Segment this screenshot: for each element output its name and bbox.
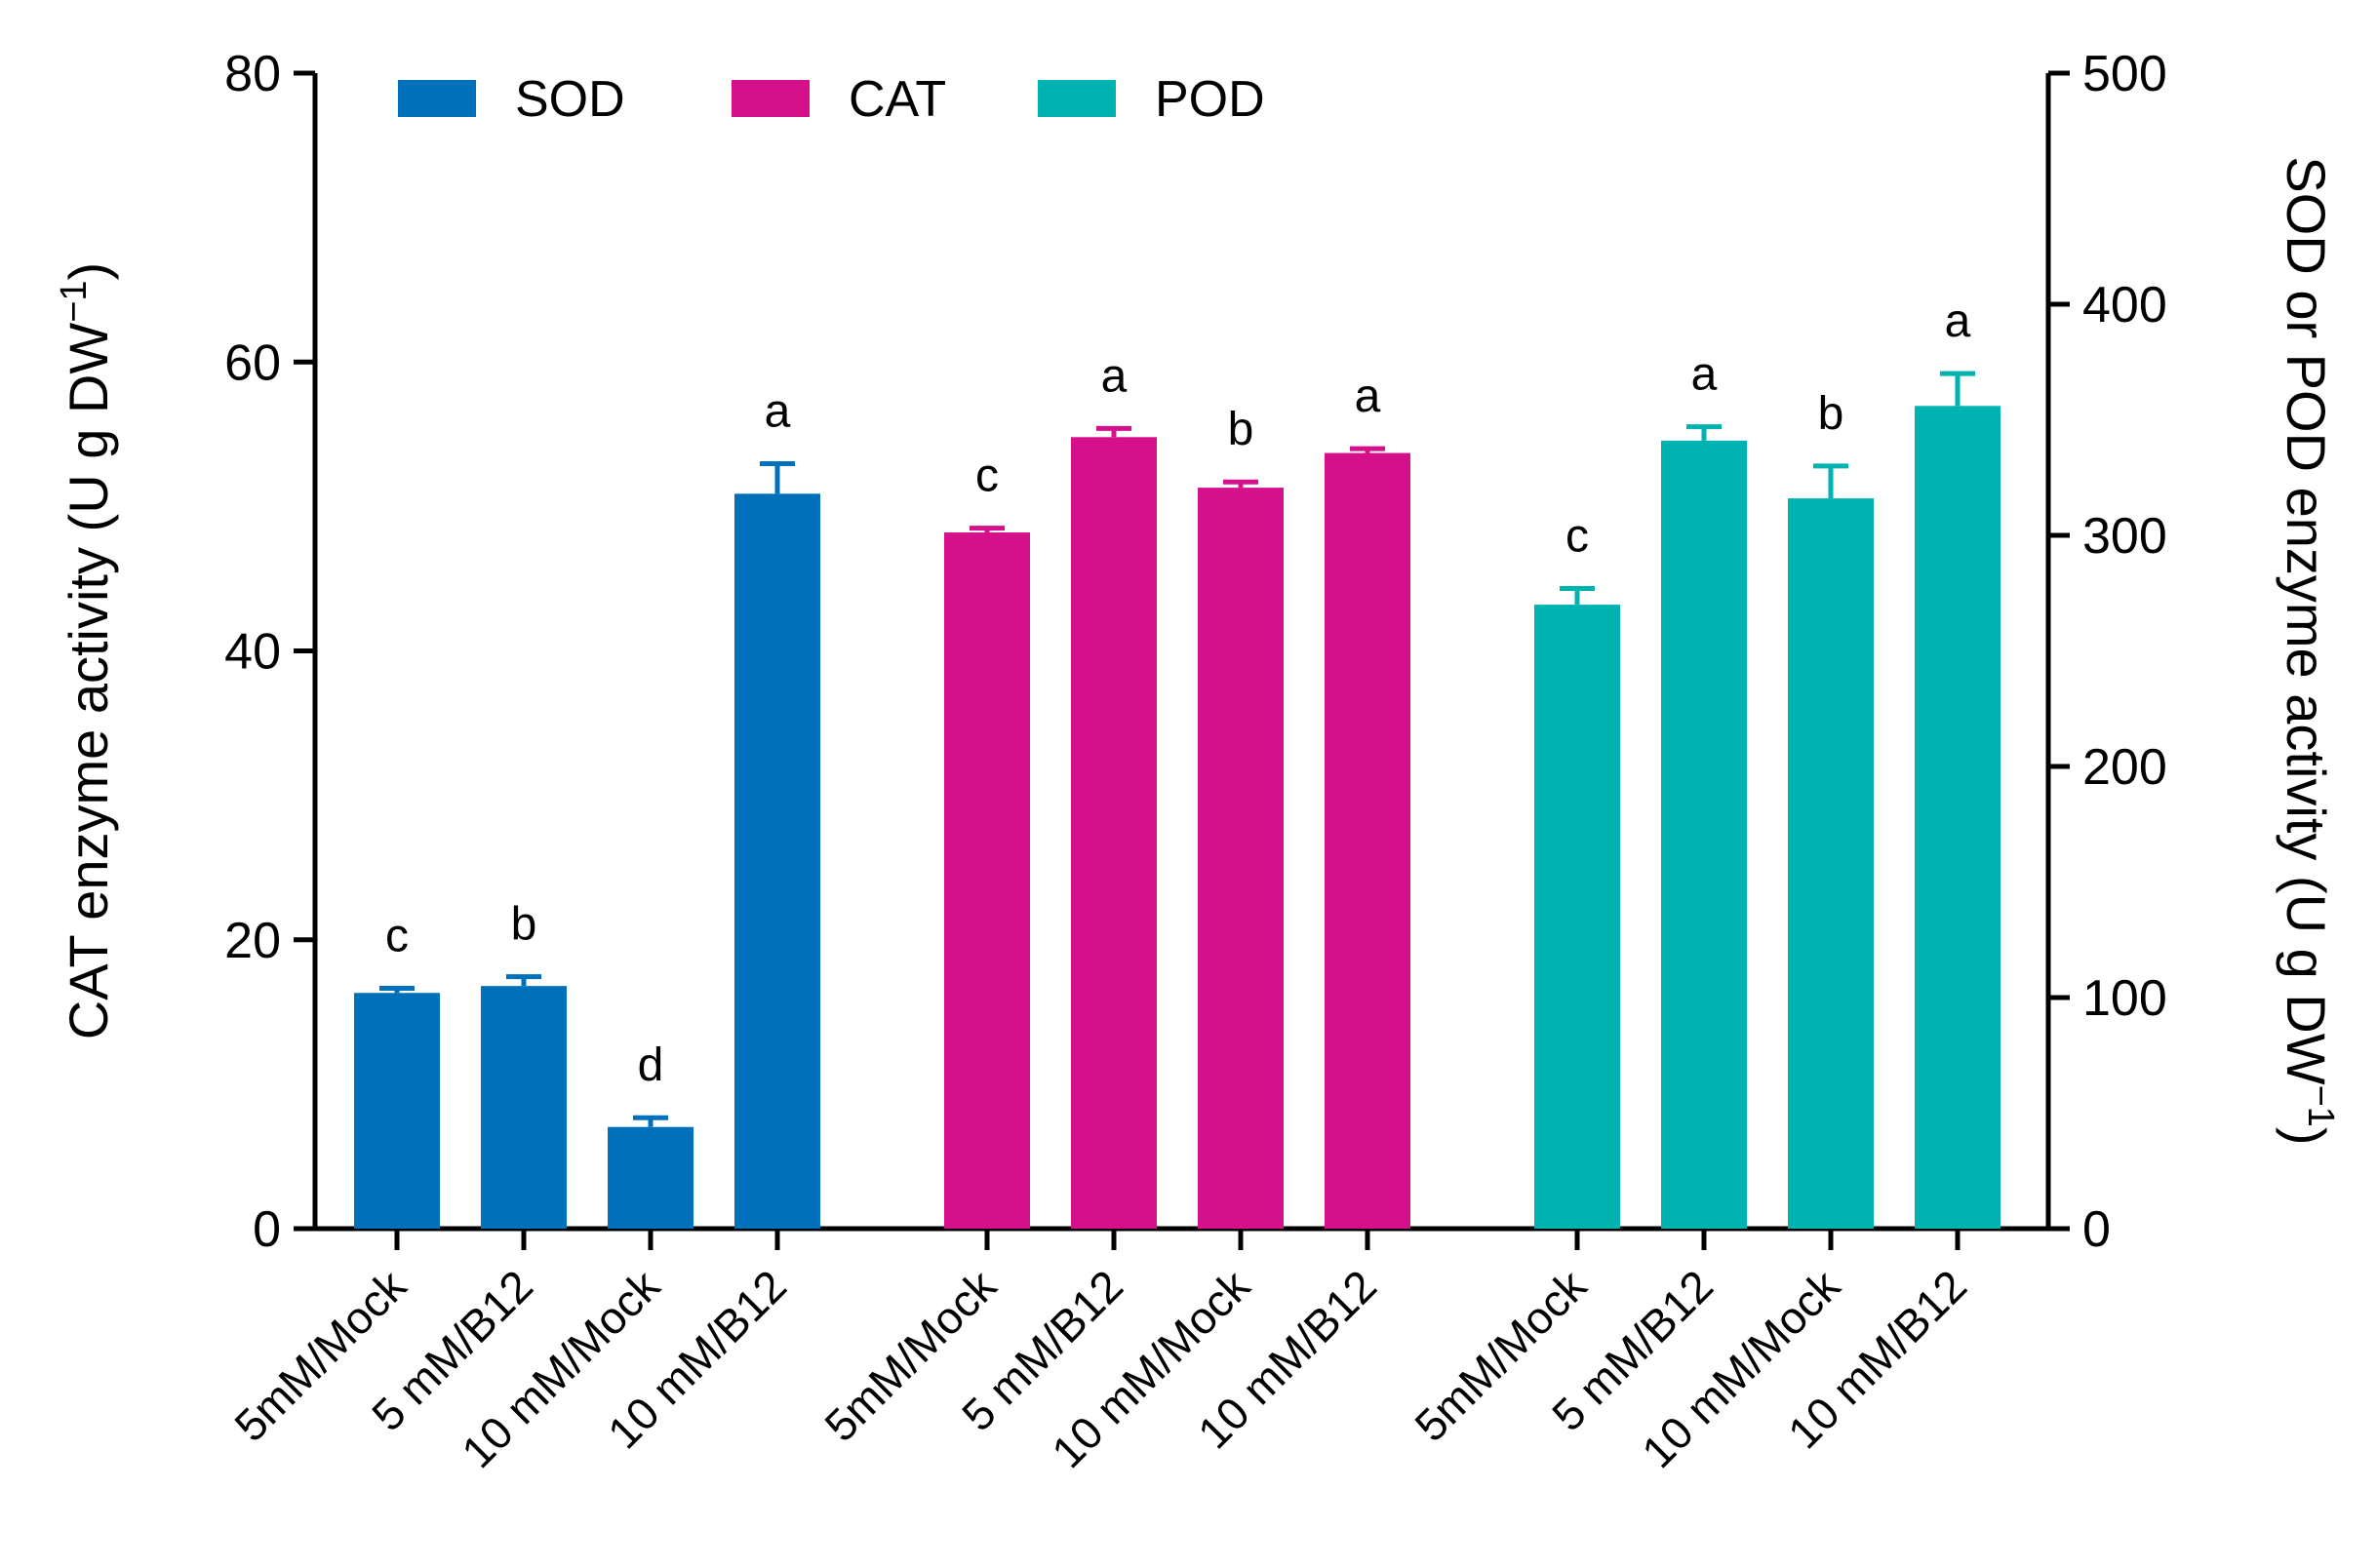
left-tick-label: 80 [224, 46, 281, 102]
bar-cat-3 [1198, 488, 1284, 1229]
bar-sod-1 [354, 993, 440, 1229]
bar-sod-3 [608, 1126, 693, 1229]
right-tick-label: 300 [2082, 508, 2167, 565]
significance-label: a [1945, 295, 1971, 347]
significance-label: a [1101, 350, 1128, 402]
bar-pod-2 [1661, 440, 1747, 1230]
legend-swatch-cat [732, 80, 810, 117]
significance-label: c [385, 911, 409, 962]
right-axis-title: SOD or POD enzyme activity (U g DW−1) [2276, 156, 2341, 1145]
significance-label: a [1355, 371, 1381, 422]
significance-label: d [638, 1039, 664, 1091]
axes: 0 20 40 60 80 0 100 200 300 400 500 CAT enzyme acti… [54, 46, 2341, 1258]
bar-cat-4 [1325, 452, 1410, 1230]
right-tick-label: 200 [2082, 739, 2167, 796]
bar-pod-4 [1915, 406, 2001, 1229]
bar-pod-3 [1788, 498, 1874, 1230]
legend: SOD CAT POD [398, 71, 1265, 128]
left-tick-label: 20 [224, 913, 281, 969]
significance-label: c [1565, 511, 1589, 563]
left-tick-label: 0 [253, 1201, 281, 1258]
significance-label: b [1228, 404, 1254, 455]
right-tick-label: 500 [2082, 46, 2167, 102]
legend-swatch-pod [1038, 80, 1116, 117]
legend-label-sod: SOD [515, 71, 625, 128]
left-axis-title: CAT enzyme activity (U g DW−1) [54, 262, 119, 1039]
significance-label: a [765, 386, 791, 438]
legend-label-cat: CAT [849, 71, 946, 128]
legend-label-pod: POD [1155, 71, 1265, 128]
right-tick-label: 0 [2082, 1201, 2111, 1258]
bar-pod-1 [1534, 605, 1620, 1229]
right-tick-label: 100 [2082, 970, 2167, 1027]
significance-label: b [511, 899, 537, 951]
right-tick-label: 400 [2082, 277, 2167, 333]
significance-label: a [1691, 349, 1718, 401]
bar-cat-2 [1071, 437, 1157, 1229]
bar-sod-4 [734, 493, 820, 1230]
significance-label: c [975, 451, 999, 502]
bars [354, 371, 2001, 1230]
significance-label: b [1818, 388, 1844, 440]
left-tick-label: 40 [224, 624, 281, 681]
left-tick-label: 60 [224, 334, 281, 391]
bar-sod-2 [481, 986, 567, 1229]
legend-swatch-sod [398, 80, 476, 117]
bar-cat-1 [944, 532, 1030, 1229]
